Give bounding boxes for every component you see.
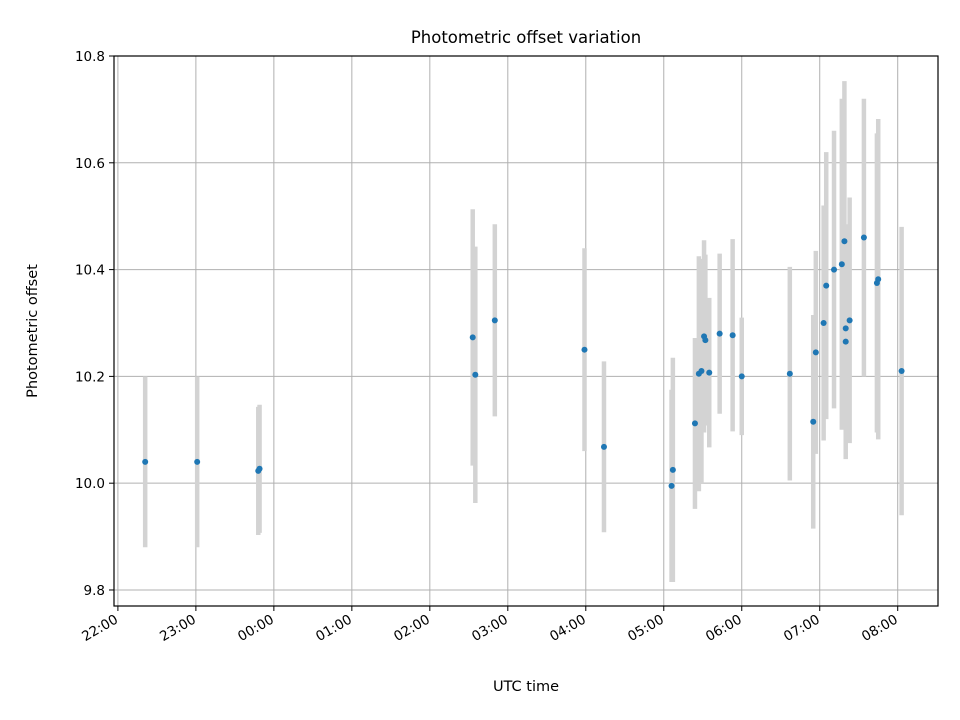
data-point [820, 319, 827, 326]
data-point [698, 368, 705, 375]
data-point [600, 443, 607, 450]
data-point [668, 482, 675, 489]
x-tick-label: 02:00 [391, 612, 433, 645]
data-point [469, 334, 476, 341]
data-point [472, 371, 479, 378]
data-point [716, 330, 723, 337]
x-tick-label: 04:00 [547, 612, 589, 645]
data-point [838, 261, 845, 268]
x-tick-label: 00:00 [235, 612, 277, 645]
data-point [691, 420, 698, 427]
plot-frame [113, 55, 939, 607]
x-axis-ticks: 22:00 23:00 00:00 01:00 02:00 03:00 04:00 05:00… [79, 606, 901, 645]
x-tick-label: 07:00 [781, 612, 823, 645]
y-axis-title: Photometric offset [25, 264, 41, 398]
data-point [842, 325, 849, 332]
x-tick-label: 22:00 [79, 612, 121, 645]
x-tick-label: 01:00 [313, 612, 355, 645]
data-point [898, 368, 905, 375]
data-point [491, 317, 498, 324]
data-point [786, 370, 793, 377]
x-tick-label: 23:00 [157, 612, 199, 645]
data-point [194, 458, 201, 465]
data-point [842, 338, 849, 345]
data-point [669, 466, 676, 473]
x-tick-label: 06:00 [703, 612, 745, 645]
y-tick-label: 10.4 [75, 263, 105, 279]
x-tick-label: 08:00 [859, 612, 901, 645]
data-point [831, 266, 838, 273]
y-tick-label: 10.0 [75, 476, 105, 492]
data-point [846, 317, 853, 324]
error-bars [142, 81, 904, 582]
data-point [581, 346, 588, 353]
data-point [706, 369, 713, 376]
y-tick-label: 10.6 [75, 156, 105, 172]
x-tick-label: 05:00 [625, 612, 667, 645]
data-point [738, 373, 745, 380]
data-points [142, 234, 905, 489]
y-tick-label: 10.8 [75, 49, 105, 65]
data-point [702, 337, 709, 344]
data-point [142, 458, 149, 465]
data-point [841, 238, 848, 245]
data-point [810, 418, 817, 425]
data-point [812, 349, 819, 356]
chart-title: Photometric offset variation [411, 28, 641, 47]
data-point [256, 465, 263, 472]
y-axis-ticks: 9.8 10.0 10.2 10.4 10.6 10.8 [75, 49, 114, 599]
x-axis-title: UTC time [493, 679, 559, 695]
data-point [860, 234, 867, 241]
y-tick-label: 10.2 [75, 369, 105, 385]
data-point [875, 276, 882, 283]
y-tick-label: 9.8 [84, 583, 105, 599]
data-point [823, 282, 830, 289]
x-tick-label: 03:00 [469, 612, 511, 645]
data-point [729, 332, 736, 339]
